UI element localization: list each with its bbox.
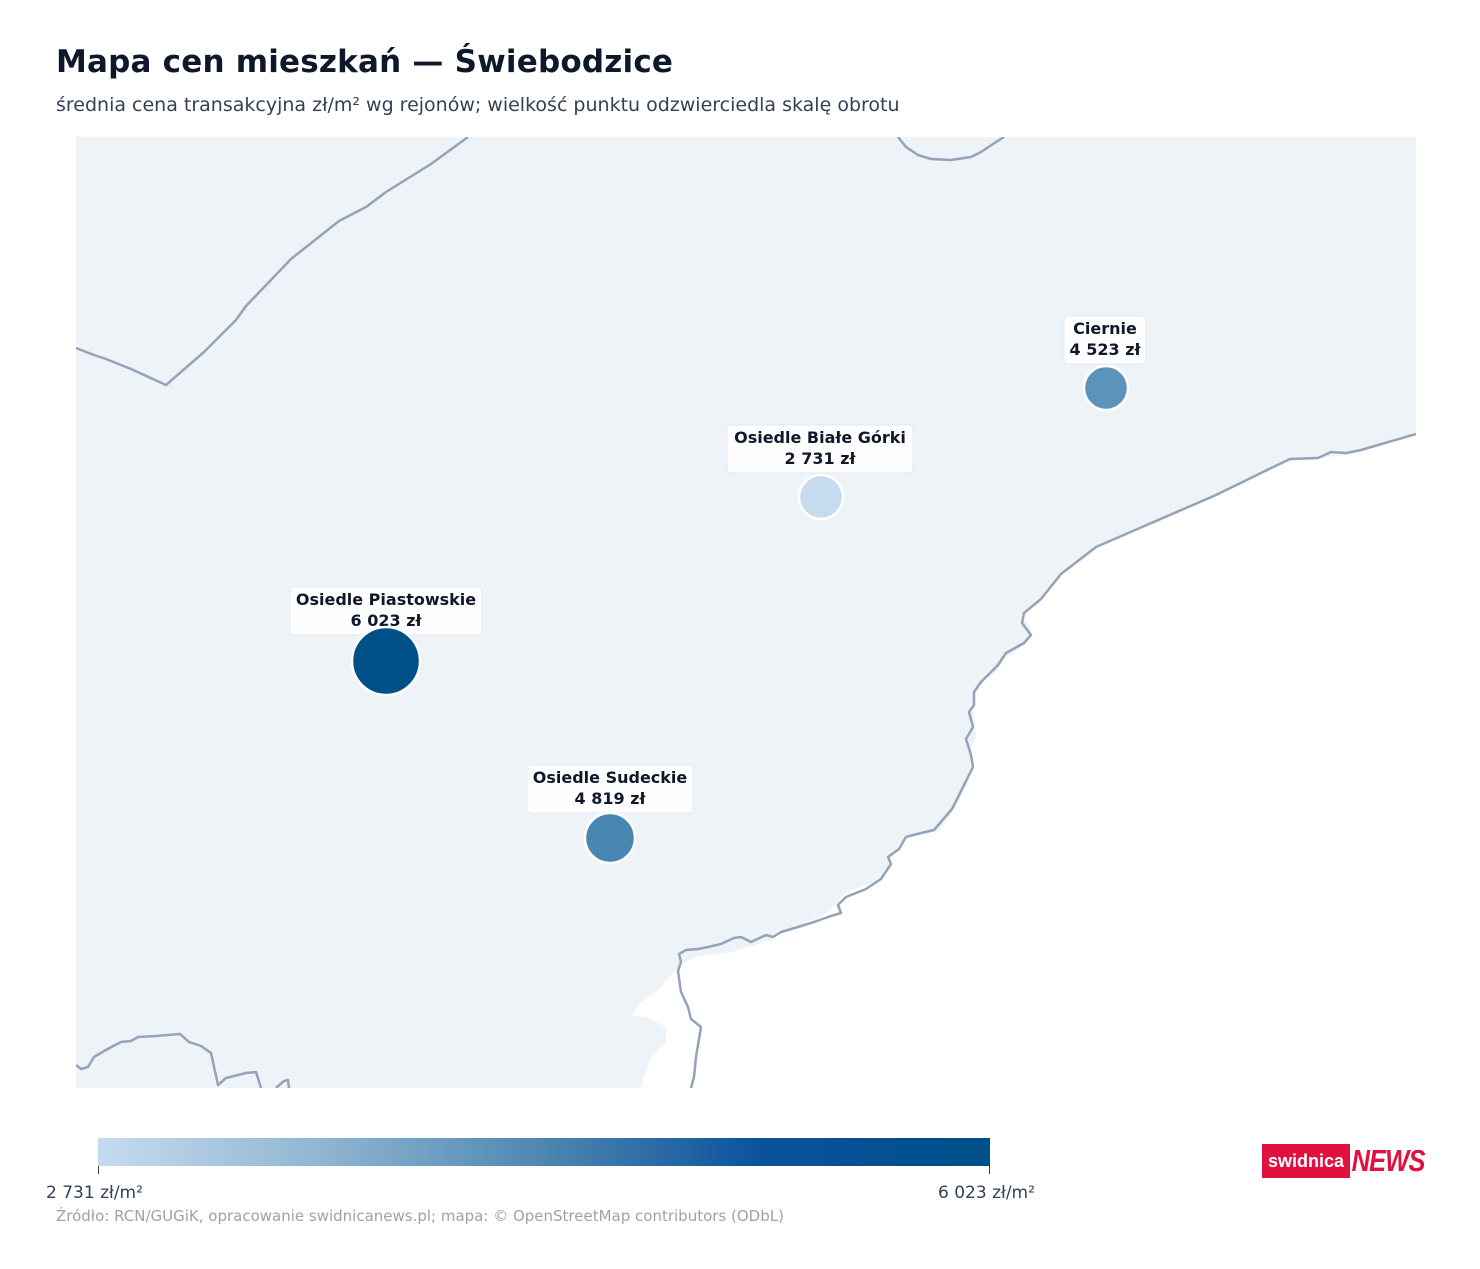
- label-name-ciernie: Ciernie: [1073, 319, 1137, 338]
- swidnica-news-logo: swidnica NEWS: [1262, 1143, 1441, 1178]
- label-price-biale-gorki: 2 731 zł: [785, 449, 857, 468]
- label-price-piastowskie: 6 023 zł: [351, 611, 423, 630]
- price-point-ciernie[interactable]: [1082, 364, 1130, 412]
- logo-part-news: NEWS: [1351, 1143, 1426, 1178]
- map-title: Mapa cen mieszkań — Świebodzice: [56, 44, 674, 80]
- source-note: Źródło: RCN/GUGiK, opracowanie swidnican…: [56, 1207, 784, 1225]
- boundary-line: [275, 1078, 291, 1088]
- logo-part-swidnica: swidnica: [1262, 1144, 1351, 1178]
- label-box-ciernie: [1063, 315, 1147, 365]
- map-area: Ciernie 4 523 zł Osiedle Białe Górki 2 7…: [76, 137, 1416, 1088]
- price-point-biale-gorki[interactable]: [797, 473, 845, 521]
- legend-tick-max: [989, 1166, 990, 1174]
- legend-max-label: 6 023 zł/m²: [938, 1183, 1035, 1203]
- boundary-line: [76, 137, 469, 387]
- label-name-biale-gorki: Osiedle Białe Górki: [734, 428, 906, 447]
- price-labels: Ciernie 4 523 zł Osiedle Białe Górki 2 7…: [289, 315, 1147, 814]
- label-box-biale-gorki: [726, 424, 914, 474]
- boundary-line: [76, 1032, 263, 1088]
- boundary-line: [676, 432, 1416, 1088]
- map-subtitle: średnia cena transakcyjna zł/m² wg rejon…: [56, 94, 900, 116]
- label-price-sudeckie: 4 819 zł: [575, 789, 647, 808]
- color-legend: [98, 1138, 990, 1174]
- map-svg: Ciernie 4 523 zł Osiedle Białe Górki 2 7…: [76, 137, 1416, 1088]
- price-point-sudeckie[interactable]: [583, 811, 637, 865]
- boundary-line: [897, 137, 1005, 162]
- label-name-piastowskie: Osiedle Piastowskie: [296, 590, 476, 609]
- price-point-piastowskie[interactable]: [350, 625, 422, 697]
- legend-tick-min: [98, 1166, 99, 1174]
- legend-gradient-bar: [98, 1138, 990, 1166]
- label-price-ciernie: 4 523 zł: [1070, 340, 1142, 359]
- price-points: [350, 364, 1130, 865]
- region-area: [76, 137, 1416, 1088]
- legend-min-label: 2 731 zł/m²: [46, 1183, 143, 1203]
- label-name-sudeckie: Osiedle Sudeckie: [533, 768, 688, 787]
